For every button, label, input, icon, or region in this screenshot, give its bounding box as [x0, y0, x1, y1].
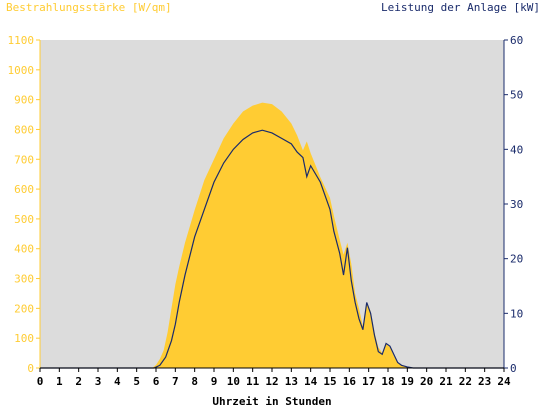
- left-tick-label: 400: [14, 243, 34, 256]
- x-axis-title: Uhrzeit in Stunden: [212, 395, 332, 408]
- x-tick-label: 20: [420, 375, 433, 388]
- x-tick-label: 0: [37, 375, 44, 388]
- x-tick-label: 9: [211, 375, 218, 388]
- right-tick-label: 10: [510, 307, 523, 320]
- right-tick-label: 20: [510, 253, 523, 266]
- right-tick-label: 40: [510, 143, 523, 156]
- left-tick-label: 700: [14, 153, 34, 166]
- x-tick-label: 14: [304, 375, 318, 388]
- left-tick-label: 900: [14, 94, 34, 107]
- left-tick-label: 500: [14, 213, 34, 226]
- right-axis-title: Leistung der Anlage [kW]: [381, 1, 540, 14]
- x-tick-label: 22: [459, 375, 472, 388]
- axes-group: [36, 39, 508, 372]
- left-tick-label: 1000: [8, 64, 35, 77]
- right-tick-labels: 0 10 20 30 40 50 60: [510, 34, 523, 375]
- left-axis-title: Bestrahlungsstärke [W/qm]: [6, 1, 172, 14]
- x-tick-label: 23: [478, 375, 491, 388]
- x-tick-label: 16: [343, 375, 357, 388]
- x-tick-label: 13: [285, 375, 298, 388]
- left-tick-label: 600: [14, 183, 34, 196]
- x-tick-label: 5: [133, 375, 140, 388]
- right-tick-label: 0: [510, 362, 517, 375]
- right-tick-label: 30: [510, 198, 523, 211]
- x-tick-label: 6: [153, 375, 160, 388]
- x-tick-label: 17: [362, 375, 375, 388]
- irradiance-area-series: [40, 102, 504, 369]
- x-tick-label: 15: [323, 375, 336, 388]
- x-tick-labels: 0 1 2 3 4 5 6 7 8 9 10 11 12 13 14 15 16 17 18 19 20 21 22 23 24: [37, 375, 511, 388]
- x-tick-label: 1: [56, 375, 63, 388]
- left-tick-label: 200: [14, 302, 34, 315]
- x-tick-label: 8: [191, 375, 198, 388]
- right-tick-label: 60: [510, 34, 523, 47]
- x-tick-label: 3: [95, 375, 102, 388]
- left-tick-label: 300: [14, 273, 34, 286]
- x-tick-label: 24: [497, 375, 511, 388]
- x-tick-label: 7: [172, 375, 179, 388]
- right-tick-label: 50: [510, 89, 523, 102]
- left-tick-labels: 0 100 200 300 400 500 600 700 800 900 1000 1100: [8, 34, 35, 375]
- x-tick-label: 19: [401, 375, 414, 388]
- x-tick-label: 10: [227, 375, 240, 388]
- power-line-series: [40, 129, 504, 369]
- x-tick-label: 11: [246, 375, 260, 388]
- left-tick-label: 1100: [8, 34, 35, 47]
- x-tick-label: 12: [265, 375, 278, 388]
- x-tick-label: 2: [75, 375, 82, 388]
- left-tick-label: 0: [27, 362, 34, 375]
- series-group: [40, 102, 504, 369]
- left-tick-label: 100: [14, 332, 34, 345]
- x-tick-label: 21: [439, 375, 453, 388]
- x-tick-label: 4: [114, 375, 121, 388]
- x-tick-label: 18: [381, 375, 394, 388]
- left-tick-label: 800: [14, 123, 34, 136]
